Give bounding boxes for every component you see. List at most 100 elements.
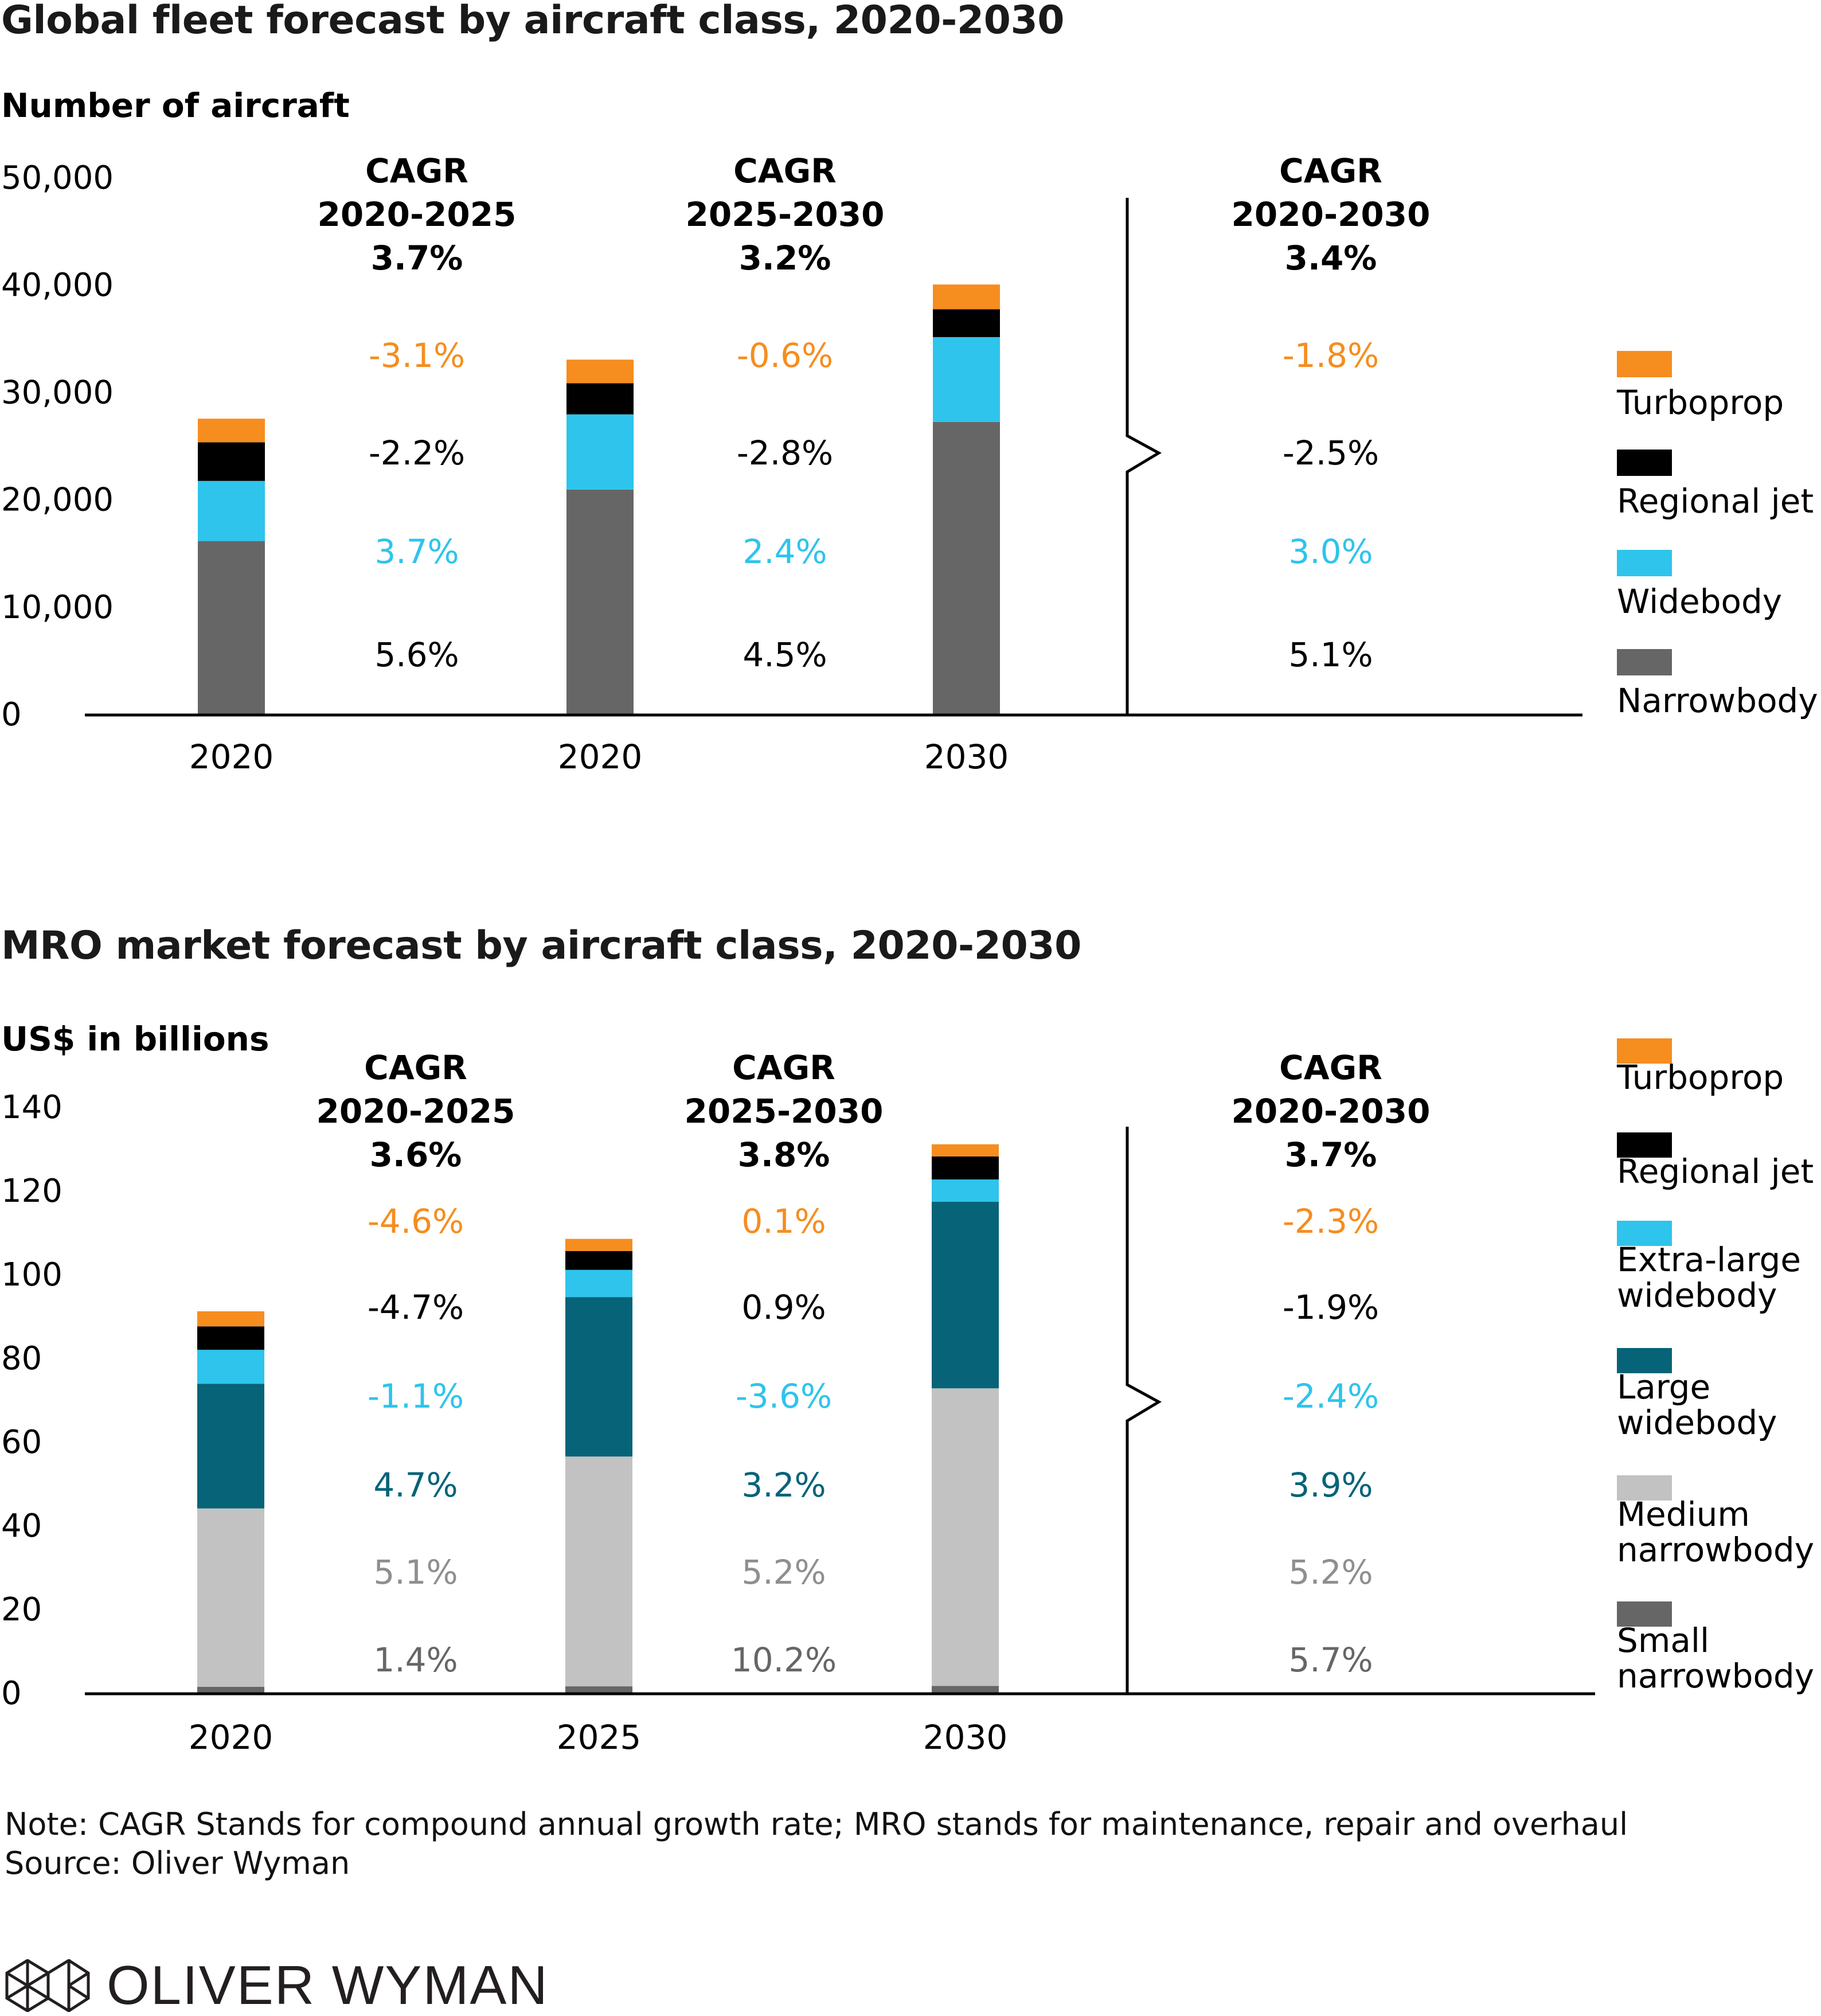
oliver-wyman-logo: OLIVER WYMAN	[5, 1955, 549, 2016]
bar-segment-small-narrowbody	[565, 1686, 632, 1693]
bar-segment-narrowbody	[198, 541, 265, 714]
x-tick-label: 2020	[558, 737, 643, 776]
legend-swatch	[1617, 550, 1672, 576]
cagr-value: 3.9%	[1288, 1466, 1373, 1505]
bar-segment-small-narrowbody	[197, 1686, 264, 1693]
x-tick-label: 2025	[557, 1718, 642, 1757]
cagr-header: CAGR	[1279, 151, 1382, 190]
bar-segment-regional-jet	[197, 1326, 264, 1350]
oliver-wyman-hexagon-logo-icon	[5, 1959, 90, 2012]
legend-swatch	[1617, 1348, 1672, 1373]
bar-segment-regional-jet	[198, 442, 265, 481]
legend-label: Medium	[1617, 1495, 1750, 1534]
mro-chart: 0 20 40 60 80 100 120 140 2020 2025 2030 CAGR 2020-2…	[1, 1038, 1814, 1757]
legend-label: Regional jet	[1617, 1152, 1814, 1191]
mro-chart-ylabel: US$ in billions	[1, 1019, 269, 1058]
cagr-value: -0.6%	[737, 336, 833, 375]
cagr-value: -1.1%	[368, 1377, 464, 1416]
y-tick-label: 60	[1, 1424, 42, 1461]
bar-segment-widebody	[933, 337, 1000, 422]
bar-segment-narrowbody	[566, 489, 634, 714]
cagr-value: -1.9%	[1283, 1288, 1379, 1327]
bar-segment-turboprop	[932, 1144, 999, 1157]
y-tick-label: 20,000	[1, 482, 114, 519]
logo-wordmark: OLIVER WYMAN	[107, 1955, 549, 2016]
legend-swatch	[1617, 351, 1672, 377]
legend-label: widebody	[1617, 1403, 1777, 1442]
x-tick-label: 2020	[189, 737, 274, 776]
y-tick-label: 40	[1, 1507, 42, 1545]
cagr-header: 3.4%	[1285, 239, 1377, 278]
cagr-value: -4.6%	[368, 1202, 464, 1241]
fleet-chart-ylabel: Number of aircraft	[1, 86, 350, 125]
x-tick-label: 2030	[923, 1718, 1008, 1757]
bar-segment-turboprop	[933, 284, 1000, 310]
bar-segment-large-widebody	[932, 1201, 999, 1389]
y-tick-label: 80	[1, 1340, 42, 1377]
cagr-header: 3.7%	[371, 239, 463, 278]
legend-label: Small	[1617, 1621, 1709, 1660]
cagr-header: 2025-2030	[686, 195, 885, 234]
cagr-header: CAGR	[364, 1048, 467, 1087]
cagr-header: CAGR	[732, 1048, 835, 1087]
cagr-header: 2020-2030	[1232, 1092, 1431, 1131]
legend-swatch	[1617, 1132, 1672, 1158]
bar-segment-widebody	[198, 480, 265, 541]
cagr-value: -1.8%	[1283, 336, 1379, 375]
cagr-value: 3.2%	[741, 1466, 826, 1505]
legend-swatch	[1617, 1221, 1672, 1246]
bar-segment-large-widebody	[197, 1384, 264, 1509]
bar-segment-turboprop	[565, 1238, 632, 1251]
legend-swatch	[1617, 1038, 1672, 1064]
cagr-value: 2.4%	[743, 532, 827, 571]
legend-label: widebody	[1617, 1276, 1777, 1315]
bar-segment-medium-narrowbody	[565, 1456, 632, 1687]
y-tick-label: 140	[1, 1089, 62, 1126]
x-tick-label: 2020	[189, 1718, 273, 1757]
fleet-chart: 0 10,000 20,000 30,000 40,000 50,000 2020 2020 2…	[1, 151, 1818, 776]
cagr-value: 3.0%	[1288, 532, 1373, 571]
bar-segment-regional-jet	[932, 1156, 999, 1180]
cagr-value: 5.1%	[373, 1553, 458, 1592]
y-tick-label: 10,000	[1, 589, 114, 626]
bar-segment-extra-large-widebody	[565, 1269, 632, 1298]
cagr-value: 0.1%	[741, 1202, 826, 1241]
y-tick-label: 0	[1, 696, 22, 733]
legend-label: Regional jet	[1617, 482, 1814, 521]
cagr-value: 3.7%	[374, 532, 459, 571]
legend-swatch	[1617, 1601, 1672, 1627]
cagr-header: CAGR	[1279, 1048, 1382, 1087]
legend-label: Narrowbody	[1617, 681, 1818, 720]
mro-chart-title: MRO market forecast by aircraft class, 2…	[1, 923, 1081, 968]
cagr-value: -2.5%	[1283, 433, 1379, 472]
bar-segment-regional-jet	[933, 309, 1000, 337]
legend-label: Extra-large	[1617, 1240, 1801, 1279]
bar-segment-regional-jet	[566, 383, 634, 415]
legend-label: Turboprop	[1616, 383, 1784, 422]
bar-segment-narrowbody	[933, 421, 1000, 714]
bar-segment-turboprop	[198, 419, 265, 443]
cagr-value: -2.3%	[1283, 1202, 1379, 1241]
y-tick-label: 120	[1, 1173, 62, 1210]
bar-segment-extra-large-widebody	[197, 1350, 264, 1384]
y-tick-label: 40,000	[1, 267, 114, 304]
cagr-header: 2025-2030	[685, 1092, 884, 1131]
bar-segment-medium-narrowbody	[197, 1508, 264, 1687]
cagr-header: 3.8%	[738, 1135, 830, 1174]
cagr-value: 5.2%	[741, 1553, 826, 1592]
period-divider	[1126, 198, 1162, 714]
legend-swatch	[1617, 649, 1672, 675]
cagr-value: 5.1%	[1288, 635, 1373, 674]
fleet-chart-title: Global fleet forecast by aircraft class,…	[1, 0, 1065, 43]
y-tick-label: 50,000	[1, 159, 114, 197]
cagr-value: 10.2%	[731, 1640, 837, 1679]
cagr-header: 2020-2025	[318, 195, 517, 234]
legend-swatch	[1617, 1475, 1672, 1501]
cagr-value: 5.2%	[1288, 1553, 1373, 1592]
bar-segment-small-narrowbody	[932, 1686, 999, 1693]
cagr-value: -2.2%	[369, 433, 465, 472]
legend-label: Widebody	[1617, 582, 1782, 621]
cagr-value: 5.6%	[374, 635, 459, 674]
y-tick-label: 100	[1, 1256, 62, 1294]
cagr-header: 3.2%	[739, 239, 831, 278]
